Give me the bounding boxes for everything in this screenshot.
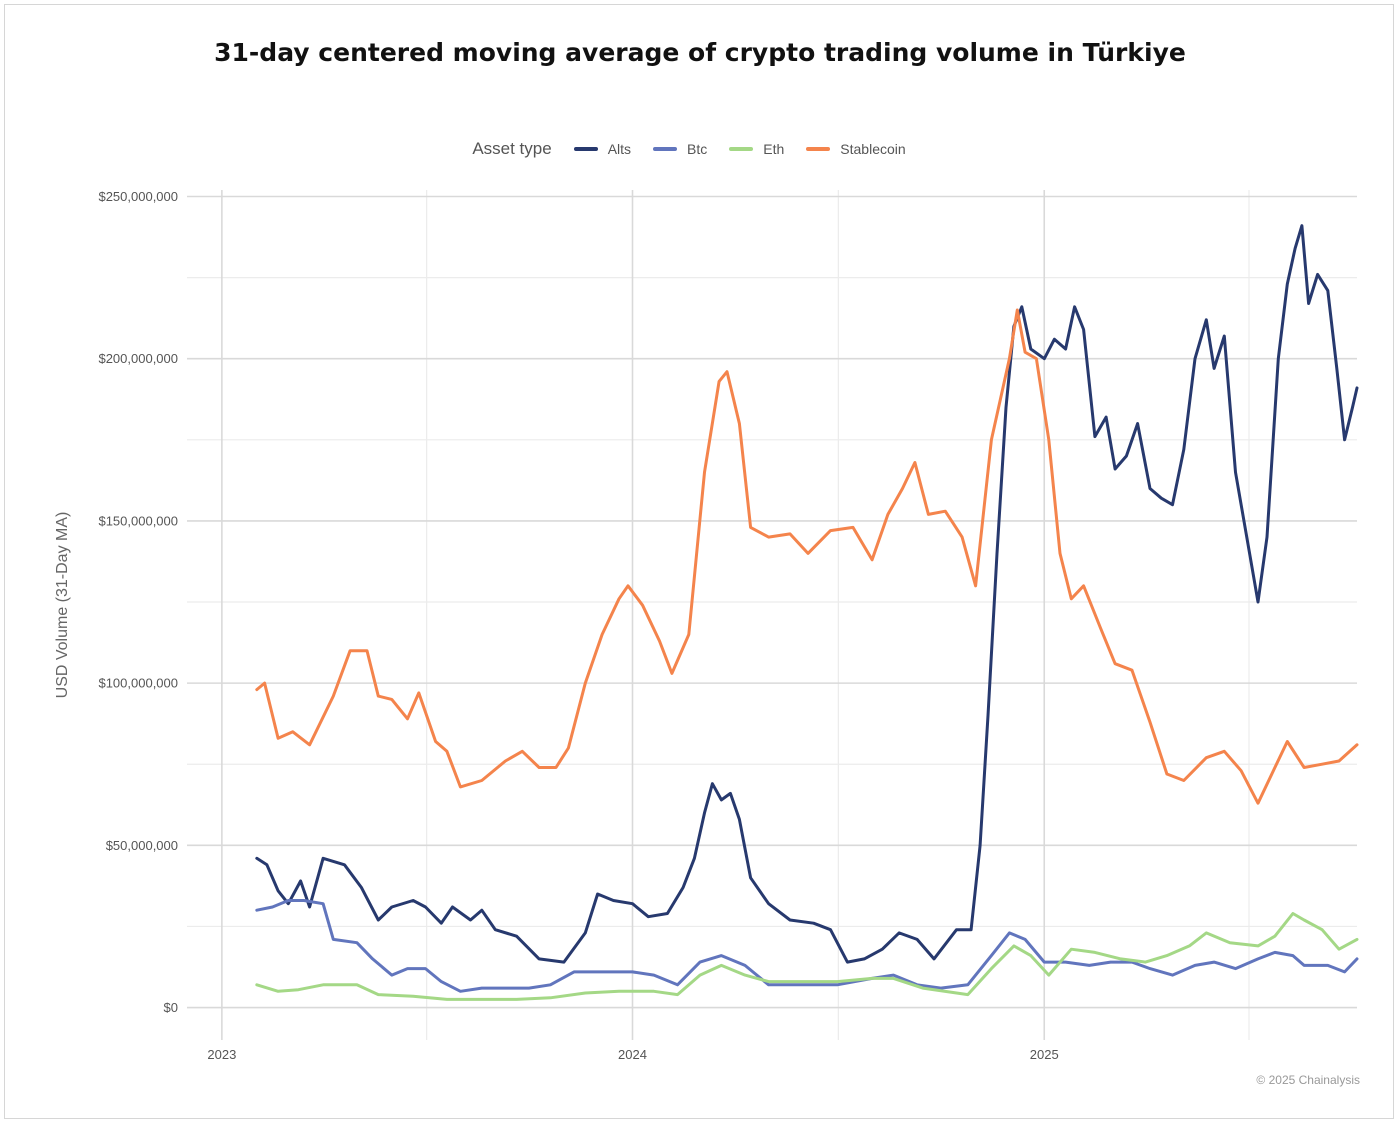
x-tick-label: 2025 xyxy=(1030,1047,1059,1062)
series-line-alts xyxy=(255,224,1359,964)
legend-swatch-eth xyxy=(729,147,754,151)
legend-item-btc: Btc xyxy=(653,141,707,157)
y-tick-label: $0 xyxy=(164,1000,178,1015)
legend-label-stablecoin: Stablecoin xyxy=(840,141,906,157)
x-tick-label: 2024 xyxy=(618,1047,647,1062)
legend-swatch-alts xyxy=(573,147,598,151)
legend-swatch-btc xyxy=(653,147,678,151)
legend-label-alts: Alts xyxy=(607,141,632,157)
chart-title: 31-day centered moving average of crypto… xyxy=(214,38,1186,67)
x-tick-label: 2023 xyxy=(207,1047,236,1062)
y-tick-label: $100,000,000 xyxy=(98,676,178,691)
legend-item-eth: Eth xyxy=(729,141,784,157)
series-line-btc xyxy=(255,899,1359,993)
y-tick-label: $150,000,000 xyxy=(98,513,178,528)
legend-title: Asset type xyxy=(472,139,552,158)
legend-swatch-stablecoin xyxy=(806,147,831,151)
legend-label-btc: Btc xyxy=(687,141,708,157)
y-tick-label: $50,000,000 xyxy=(106,838,178,853)
legend: Asset type Alts Btc Eth Stablecoin xyxy=(0,136,1400,162)
y-axis-title: USD Volume (31-Day MA) xyxy=(54,512,71,699)
y-tick-label: $200,000,000 xyxy=(98,351,178,366)
copyright-text: © 2025 Chainalysis xyxy=(1256,1073,1360,1087)
legend-item-stablecoin: Stablecoin xyxy=(806,141,906,157)
y-tick-label: $250,000,000 xyxy=(98,189,178,204)
legend-label-eth: Eth xyxy=(763,141,785,157)
chart-frame xyxy=(4,4,1394,1119)
legend-item-alts: Alts xyxy=(573,141,632,157)
series-line-stablecoin xyxy=(255,308,1359,805)
series-line-eth xyxy=(255,912,1359,1001)
